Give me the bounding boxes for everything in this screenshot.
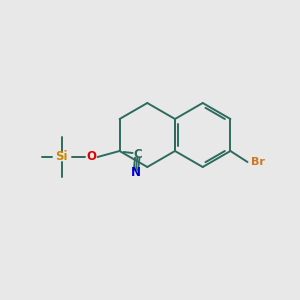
Text: Br: Br: [251, 157, 266, 167]
Text: O: O: [87, 151, 97, 164]
Text: C: C: [133, 148, 142, 161]
Text: N: N: [130, 167, 141, 179]
Text: Si: Si: [55, 151, 68, 164]
